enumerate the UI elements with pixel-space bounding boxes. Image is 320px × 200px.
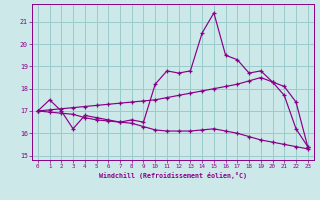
X-axis label: Windchill (Refroidissement éolien,°C): Windchill (Refroidissement éolien,°C) xyxy=(99,172,247,179)
